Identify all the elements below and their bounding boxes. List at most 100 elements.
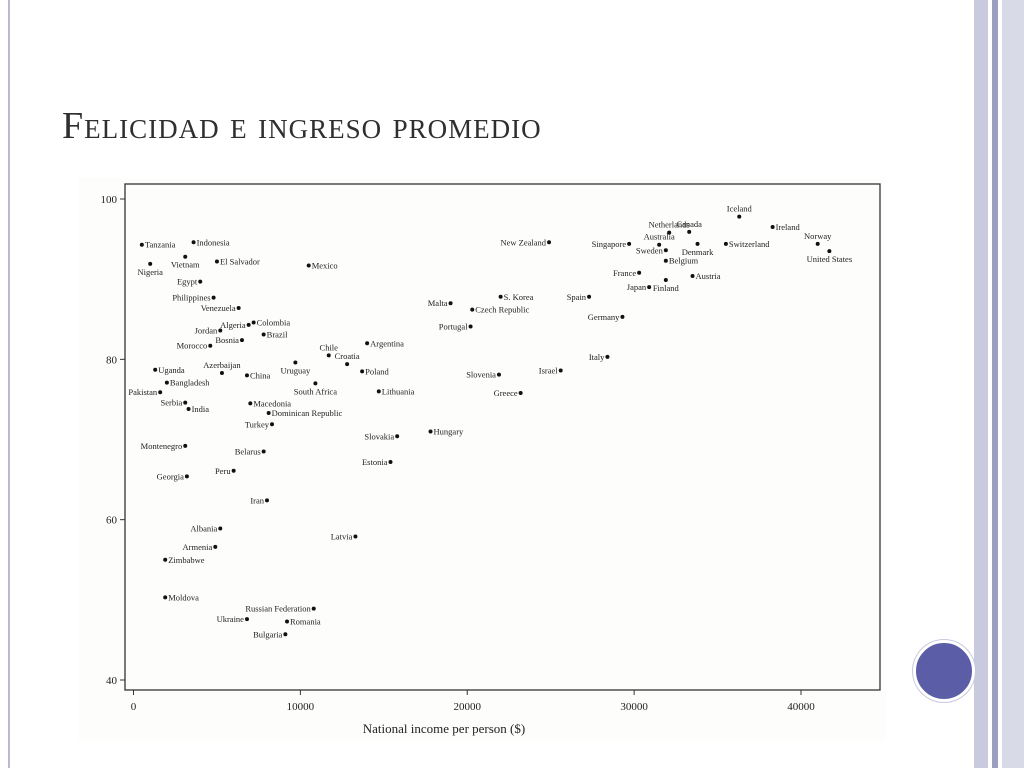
data-point-marker [218, 526, 223, 531]
data-point-marker [153, 367, 158, 372]
data-point-label: Algeria [220, 320, 246, 330]
data-point-marker [313, 381, 318, 386]
data-point-label: Japan [627, 282, 647, 292]
data-point-marker [587, 294, 592, 299]
plot-frame [124, 183, 881, 691]
data-point-marker [198, 279, 203, 284]
data-point-marker [395, 434, 400, 439]
data-point-label: Bosnia [215, 335, 239, 345]
data-point-marker [244, 373, 249, 378]
data-point-marker [248, 401, 253, 406]
data-point-marker [815, 241, 820, 246]
data-point-marker [139, 242, 144, 247]
y-tick-label: 80 [106, 354, 118, 366]
data-point-label: Latvia [331, 532, 353, 542]
data-point-label: Italy [589, 352, 605, 362]
data-point-label: Czech Republic [475, 305, 529, 315]
data-point-label: Vietnam [171, 260, 200, 270]
data-point-marker [498, 294, 503, 299]
data-point-marker [428, 429, 433, 434]
data-point-marker [667, 230, 672, 235]
data-point-label: Slovenia [466, 370, 496, 380]
data-point-marker [236, 306, 241, 311]
data-point-marker [218, 328, 223, 333]
data-point-label: Netherlands [649, 220, 690, 230]
data-point-marker [470, 307, 475, 312]
stripe-2 [992, 0, 998, 768]
data-point-label: Mexico [312, 261, 338, 271]
data-point-marker [690, 273, 695, 278]
data-point-marker [723, 241, 728, 246]
data-point-marker [213, 544, 218, 549]
data-point-label: Poland [365, 366, 389, 376]
data-point-marker [468, 324, 473, 329]
slide-nav-circle[interactable] [913, 640, 975, 702]
data-point-marker [244, 617, 249, 622]
data-point-label: Israel [539, 366, 559, 376]
data-point-marker [827, 249, 832, 254]
data-point-label: Slovakia [364, 431, 394, 441]
data-point-marker [265, 498, 269, 503]
data-point-marker [283, 632, 288, 637]
data-point-marker [496, 372, 501, 377]
data-point-marker [326, 353, 331, 358]
data-point-marker [376, 389, 381, 394]
data-point-label: Nigeria [137, 267, 163, 277]
chart-background [78, 178, 886, 740]
data-point-label: Macedonia [253, 398, 291, 408]
data-point-label: Hungary [434, 426, 464, 436]
data-point-label: Dominican Republic [272, 408, 343, 418]
data-point-marker [246, 322, 251, 327]
data-point-marker [270, 422, 275, 427]
data-point-marker [518, 391, 523, 396]
stripe-1 [974, 0, 988, 768]
data-point-marker [163, 595, 168, 600]
data-point-label: Uganda [158, 365, 185, 375]
data-point-label: Sweden [636, 245, 664, 255]
data-point-label: Turkey [245, 419, 270, 429]
data-point-label: Switzerland [729, 239, 770, 249]
data-point-label: Pakistan [128, 387, 158, 397]
data-point-label: Ireland [776, 222, 801, 232]
x-tick-label: 20000 [454, 701, 482, 713]
data-point-label: China [250, 370, 271, 380]
x-tick-label: 30000 [620, 701, 648, 713]
data-point-marker [148, 261, 153, 266]
data-point-label: Croatia [335, 351, 360, 361]
data-point-marker [186, 407, 191, 412]
data-point-label: Armenia [183, 542, 213, 552]
data-point-label: Portugal [439, 321, 468, 331]
data-point-label: Philippines [172, 293, 210, 303]
y-tick-label: 60 [106, 515, 118, 527]
data-point-marker [353, 534, 358, 539]
data-point-marker [663, 277, 668, 282]
data-point-marker [293, 360, 298, 365]
data-point-label: Singapore [592, 239, 627, 249]
data-point-label: El Salvador [220, 257, 260, 267]
data-point-label: United States [807, 254, 853, 264]
data-point-label: Morocco [177, 341, 208, 351]
x-tick-label: 40000 [787, 701, 815, 713]
data-point-label: Iceland [727, 204, 753, 214]
data-point-label: Indonesia [197, 237, 230, 247]
data-point-marker [448, 301, 453, 306]
data-point-label: Denmark [682, 247, 714, 257]
data-point-marker [388, 459, 393, 464]
data-point-label: Lithuania [382, 386, 415, 396]
data-point-marker [306, 263, 311, 268]
scatter-chart: 0 10000 20000 30000 40000 40 60 80 100 Tanzania I… [78, 178, 886, 740]
data-point-marker [219, 370, 224, 375]
data-point-label: Montenegro [141, 441, 183, 451]
data-point-marker [365, 341, 370, 346]
data-point-label: Norway [804, 231, 832, 241]
data-point-marker [191, 240, 196, 245]
data-point-marker [737, 214, 742, 219]
data-point-label: Moldova [168, 592, 199, 602]
data-point-label: Argentina [370, 338, 404, 348]
left-border-line [8, 0, 10, 768]
y-tick-label: 100 [101, 194, 118, 206]
decorative-right-stripes [974, 0, 1024, 768]
data-point-label: Romania [290, 616, 321, 626]
data-point-marker [547, 240, 552, 245]
data-point-marker [231, 468, 236, 473]
